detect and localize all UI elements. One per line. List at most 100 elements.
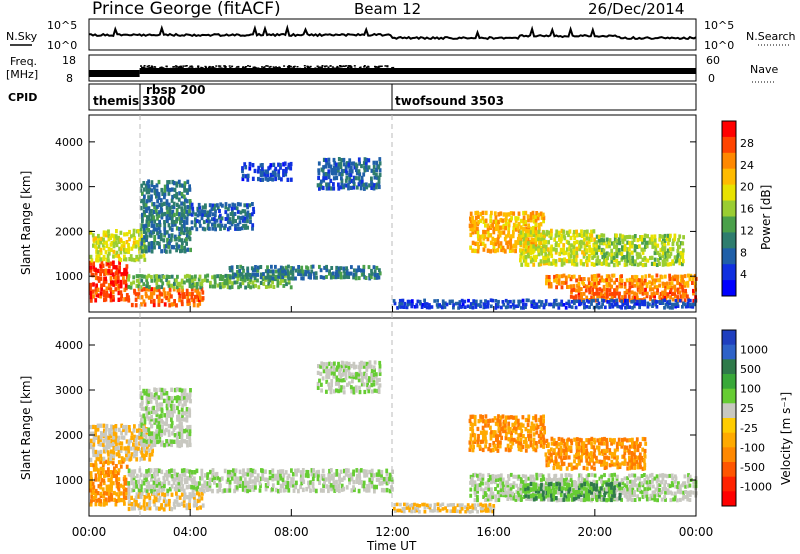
velocity-cell: [317, 473, 320, 478]
power-cell: [638, 305, 641, 310]
power-cell: [537, 244, 541, 249]
power-cell: [539, 222, 543, 227]
velocity-cell: [592, 452, 596, 457]
velocity-cell: [511, 428, 515, 433]
velocity-cell: [188, 431, 192, 437]
power-cell: [269, 269, 273, 274]
power-cell: [157, 302, 161, 307]
velocity-cell: [339, 374, 343, 379]
velocity-cell: [540, 426, 544, 431]
power-cell: [601, 278, 604, 283]
velocity-cell: [251, 472, 254, 477]
power-cell: [494, 299, 498, 303]
power-cell: [114, 275, 118, 281]
power-cell: [509, 211, 513, 216]
power-cell: [676, 287, 680, 292]
velocity-cell: [631, 462, 634, 467]
power-cell: [616, 304, 620, 309]
power-cell: [150, 188, 154, 193]
power-cell: [602, 284, 606, 289]
velocity-cell: [143, 442, 147, 448]
power-cell: [167, 180, 171, 185]
velocity-cell: [315, 470, 319, 475]
power-cell: [522, 227, 526, 232]
power-cell: [600, 291, 603, 296]
velocity-cell: [233, 471, 237, 477]
power-cell: [170, 216, 174, 221]
power-cell: [189, 247, 192, 253]
velocity-cell: [521, 474, 525, 479]
power-cell: [661, 262, 665, 267]
velocity-cell: [496, 490, 500, 495]
power-cell: [216, 283, 220, 288]
power-cell: [572, 244, 576, 249]
freq-panel: Freq. [MHz] 18 8 60 0 Nave: [6, 54, 778, 85]
power-cell: [621, 245, 624, 250]
velocity-cell: [216, 475, 220, 481]
power-cell: [618, 277, 622, 281]
power-cell: [668, 281, 672, 286]
power-cell: [211, 222, 214, 227]
freq-dot: [296, 66, 299, 68]
velocity-cell: [335, 375, 339, 380]
power-cell: [327, 169, 331, 174]
velocity-cell: [560, 458, 564, 463]
velocity-cell: [340, 364, 344, 369]
velocity-cell: [105, 445, 109, 451]
power-cell: [524, 247, 528, 252]
power-cell: [661, 301, 665, 305]
power-cell: [109, 294, 113, 299]
velocity-cell: [295, 480, 298, 486]
power-cell: [593, 246, 597, 252]
velocity-cell: [143, 476, 147, 481]
power-cell: [643, 256, 647, 261]
velocity-cell: [102, 494, 106, 499]
power-cell: [348, 176, 352, 181]
freq-dot: [153, 66, 156, 68]
power-cell: [337, 186, 341, 191]
power-cell: [180, 248, 184, 253]
power-cell: [531, 210, 535, 216]
velocity-cell: [601, 437, 604, 442]
velocity-cell: [586, 461, 589, 466]
velocity-cell: [365, 367, 369, 372]
power-cell: [128, 257, 132, 262]
velocity-cell: [146, 473, 149, 478]
power-cell: [354, 176, 358, 181]
velocity-cell: [585, 448, 589, 453]
velocity-cell: [135, 448, 139, 453]
velocity-cell: [145, 477, 148, 482]
power-cell: [198, 219, 201, 224]
power-cell: [552, 258, 555, 263]
power-cell: [119, 257, 123, 263]
velocity-cell: [555, 478, 559, 482]
velocity-cell: [325, 362, 329, 367]
velocity-cell: [509, 490, 512, 495]
freq-dot: [386, 65, 389, 68]
velocity-cell: [153, 440, 157, 445]
power-cell: [524, 262, 528, 267]
power-cell: [451, 299, 454, 304]
power-cell: [520, 262, 524, 267]
velocity-cell: [192, 492, 196, 498]
power-cell: [560, 280, 564, 285]
power-cell: [644, 244, 647, 249]
velocity-cell: [158, 434, 162, 440]
power-cell: [114, 271, 118, 276]
velocity-cell: [487, 478, 491, 483]
power-cell: [137, 280, 141, 285]
velocity-cell: [95, 498, 99, 503]
velocity-cell: [491, 474, 495, 478]
power-cell: [567, 274, 571, 279]
velocity-cell: [489, 497, 493, 502]
power-cell: [291, 268, 295, 273]
power-cell: [201, 226, 205, 231]
power-cell: [100, 260, 104, 265]
velocity-cell: [127, 472, 131, 477]
velocity-cell: [102, 461, 106, 466]
velocity-cell: [208, 486, 212, 492]
velocity-cell: [127, 494, 130, 500]
velocity-cell: [132, 473, 135, 478]
power-cell: [251, 202, 254, 206]
velocity-cell: [218, 487, 222, 493]
